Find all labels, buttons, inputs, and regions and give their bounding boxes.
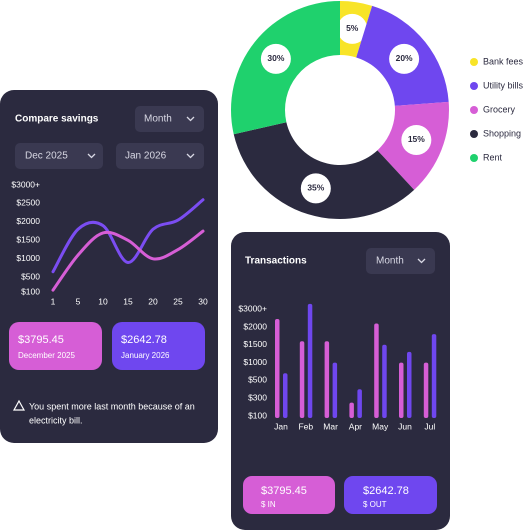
x-tick-label: Mar bbox=[323, 421, 338, 431]
tile bbox=[243, 476, 335, 514]
y-tick-label: $100 bbox=[248, 410, 267, 420]
bar bbox=[275, 318, 280, 418]
tile-amount: $2642.78 bbox=[363, 485, 409, 497]
tile bbox=[344, 476, 437, 514]
line-series bbox=[51, 198, 205, 274]
y-tick-label: $3000+ bbox=[11, 179, 40, 189]
tile-amount: $3795.45 bbox=[261, 485, 307, 497]
legend-label: Rent bbox=[483, 152, 503, 162]
legend-label: Grocery bbox=[483, 104, 516, 114]
legend-dot bbox=[470, 58, 478, 66]
label-badge bbox=[337, 13, 368, 44]
bar bbox=[423, 362, 429, 418]
period-select[interactable] bbox=[366, 248, 435, 274]
tile-caption: $ OUT bbox=[363, 500, 387, 509]
slice-label: 20% bbox=[396, 53, 413, 63]
y-tick-label: $300 bbox=[248, 392, 267, 402]
line-series bbox=[51, 229, 205, 292]
y-tick-label: $3000+ bbox=[238, 303, 267, 313]
warning-icon bbox=[12, 399, 26, 411]
bar bbox=[407, 351, 412, 418]
notice-line: You spent more last month because of an bbox=[29, 401, 195, 411]
x-tick-label: Jun bbox=[398, 421, 412, 431]
x-tick-label: Feb bbox=[298, 421, 313, 431]
bar bbox=[399, 362, 404, 418]
slice-label: 15% bbox=[408, 134, 425, 144]
y-tick-label: $1500 bbox=[16, 235, 40, 245]
from-select[interactable] bbox=[15, 143, 103, 169]
y-tick-label: $2000 bbox=[243, 321, 267, 331]
tile-amount: $3795.45 bbox=[18, 334, 64, 346]
slice-label: 30% bbox=[267, 53, 284, 63]
slice-label: 5% bbox=[346, 23, 359, 33]
bar bbox=[324, 341, 330, 418]
bar bbox=[349, 402, 354, 418]
y-tick-label: $500 bbox=[21, 271, 40, 281]
savings-card bbox=[0, 90, 218, 443]
tile-caption: December 2025 bbox=[18, 351, 75, 360]
x-tick-label: Jan bbox=[274, 421, 288, 431]
x-tick-label: Jul bbox=[424, 421, 435, 431]
notice-line: electricity bill. bbox=[29, 415, 83, 425]
y-tick-label: $1000 bbox=[16, 253, 40, 263]
label-badge bbox=[260, 43, 291, 74]
x-tick-label: May bbox=[372, 421, 389, 431]
legend-label: Utility bills bbox=[483, 80, 524, 90]
legend-dot bbox=[470, 130, 478, 138]
pie-slice bbox=[233, 122, 415, 219]
legend-label: Shopping bbox=[483, 128, 521, 138]
y-tick-label: $1500 bbox=[243, 339, 267, 349]
label-badge bbox=[300, 173, 331, 204]
legend-dot bbox=[470, 82, 478, 90]
chevron bbox=[417, 258, 426, 264]
x-tick-label: Apr bbox=[349, 421, 362, 431]
bar bbox=[431, 334, 437, 418]
to-select[interactable] bbox=[116, 143, 204, 169]
tile bbox=[9, 322, 102, 370]
label-badge bbox=[401, 124, 432, 155]
card-title: Transactions bbox=[245, 256, 307, 267]
to-select-label[interactable]: Jan 2026 bbox=[125, 151, 167, 162]
x-tick-label: 5 bbox=[76, 296, 81, 306]
bar bbox=[357, 389, 362, 418]
y-tick-label: $2000 bbox=[16, 216, 40, 226]
y-tick-label: $100 bbox=[21, 286, 40, 296]
transactions-card bbox=[231, 232, 450, 530]
legend-dot bbox=[470, 106, 478, 114]
chevron bbox=[186, 153, 195, 159]
legend-label: Bank fees bbox=[483, 56, 524, 66]
x-tick-label: 20 bbox=[148, 296, 158, 306]
label-badge bbox=[389, 43, 420, 74]
tile-caption: January 2026 bbox=[121, 351, 170, 360]
bar bbox=[299, 341, 305, 418]
x-tick-label: 10 bbox=[98, 296, 108, 306]
period-select-label[interactable]: Month bbox=[144, 114, 172, 125]
bar bbox=[283, 373, 288, 418]
x-tick-label: 25 bbox=[173, 296, 183, 306]
y-tick-label: $1000 bbox=[243, 357, 267, 367]
from-select-label[interactable]: Dec 2025 bbox=[25, 151, 68, 162]
x-tick-label: 30 bbox=[198, 296, 208, 306]
bar bbox=[382, 344, 387, 418]
card-title: Compare savings bbox=[15, 114, 99, 125]
legend-dot bbox=[470, 154, 478, 162]
bar bbox=[374, 323, 379, 418]
y-tick-label: $500 bbox=[248, 375, 267, 385]
slice-label: 35% bbox=[307, 183, 324, 193]
y-tick-label: $2500 bbox=[16, 198, 40, 208]
chevron bbox=[87, 153, 96, 159]
x-tick-label: 1 bbox=[51, 296, 56, 306]
period-select[interactable] bbox=[135, 106, 204, 132]
tile bbox=[112, 322, 205, 370]
bar bbox=[332, 362, 338, 418]
chevron bbox=[186, 116, 195, 122]
bar bbox=[307, 303, 313, 418]
tile-caption: $ IN bbox=[261, 500, 276, 509]
x-tick-label: 15 bbox=[123, 296, 133, 306]
tile-amount: $2642.78 bbox=[121, 334, 167, 346]
period-select-label[interactable]: Month bbox=[376, 256, 404, 267]
